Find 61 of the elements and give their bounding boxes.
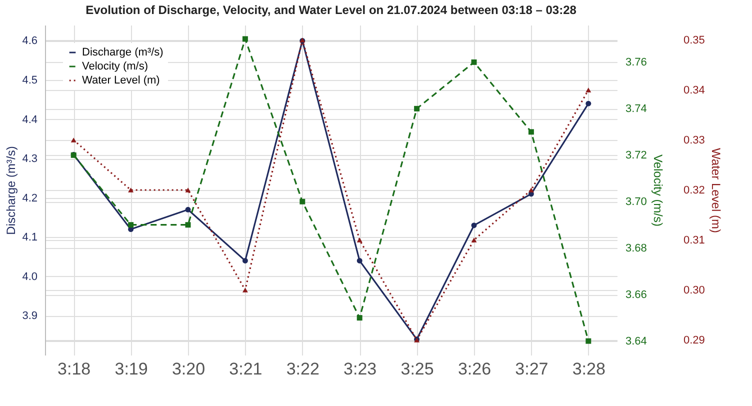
- y-tick-label: 4.1: [22, 232, 38, 244]
- point: [356, 238, 362, 242]
- chart-title: Evolution of Discharge, Velocity, and Water Level on 21.07.2024 between 03:18 – 03:28: [86, 3, 577, 17]
- y3-tick-label: 0.34: [684, 84, 705, 96]
- point: [586, 100, 592, 106]
- point: [471, 238, 477, 242]
- y3-tick-label: 0.32: [684, 184, 705, 196]
- y3-tick-label: 0.29: [684, 334, 705, 346]
- point: [128, 188, 134, 192]
- y2-axis-title: Velocity (m/s): [650, 154, 665, 227]
- point: [128, 222, 134, 228]
- point: [414, 106, 420, 112]
- y3-tick-label: 0.35: [684, 34, 705, 46]
- legend-label: Velocity (m/s): [82, 60, 148, 72]
- point: [300, 198, 306, 204]
- x-tick-label: 3:19: [114, 360, 148, 378]
- point: [471, 59, 477, 65]
- y2-tick-label: 3.70: [626, 196, 647, 208]
- x-tick-label: 3:18: [58, 360, 91, 378]
- x-tick-label: 3:27: [515, 360, 548, 378]
- point: [242, 36, 248, 42]
- legend-label: Discharge (m³/s): [82, 46, 164, 58]
- y2-tick-label: 3.76: [626, 56, 647, 69]
- y3-tick-label: 0.31: [684, 234, 705, 246]
- x-tick-label: 3:26: [458, 360, 492, 378]
- x-tick-label: 3:20: [172, 360, 206, 378]
- point: [185, 188, 191, 192]
- point: [356, 258, 362, 264]
- point: [586, 338, 592, 344]
- x-tick-label: 3:28: [572, 360, 606, 378]
- point: [586, 88, 592, 92]
- y3-tick-label: 0.33: [684, 134, 705, 146]
- y3-axis-title: Water Level (m): [708, 148, 723, 233]
- y3-tick-label: 0.30: [684, 284, 705, 296]
- point: [242, 258, 248, 264]
- y2-tick-label: 3.72: [626, 150, 647, 162]
- y2-tick-label: 3.66: [626, 289, 647, 302]
- point: [528, 188, 534, 192]
- y2-tick-label: 3.64: [626, 336, 647, 348]
- y-tick-label: 4.4: [22, 114, 38, 126]
- y2-tick-label: 3.74: [626, 103, 647, 116]
- legend-label: Water Level (m): [82, 74, 160, 86]
- point: [356, 315, 362, 321]
- y-tick-label: 4.2: [22, 192, 38, 204]
- point: [185, 206, 191, 212]
- y-axis-title: Discharge (m³/s): [4, 146, 18, 235]
- point: [185, 222, 191, 228]
- x-tick-label: 3:23: [344, 360, 377, 378]
- point: [471, 222, 477, 228]
- y-tick-label: 4.0: [22, 270, 38, 283]
- x-tick-label: 3:21: [229, 360, 262, 378]
- y-tick-label: 4.6: [22, 35, 38, 48]
- y-tick-label: 3.9: [22, 310, 38, 322]
- point: [242, 288, 248, 292]
- point: [528, 129, 534, 135]
- y-tick-label: 4.5: [22, 74, 38, 86]
- x-tick-label: 3:25: [400, 360, 434, 378]
- x-tick-label: 3:22: [286, 360, 320, 378]
- point: [70, 138, 76, 142]
- y-tick-label: 4.3: [22, 153, 38, 166]
- y2-tick-label: 3.68: [626, 242, 647, 255]
